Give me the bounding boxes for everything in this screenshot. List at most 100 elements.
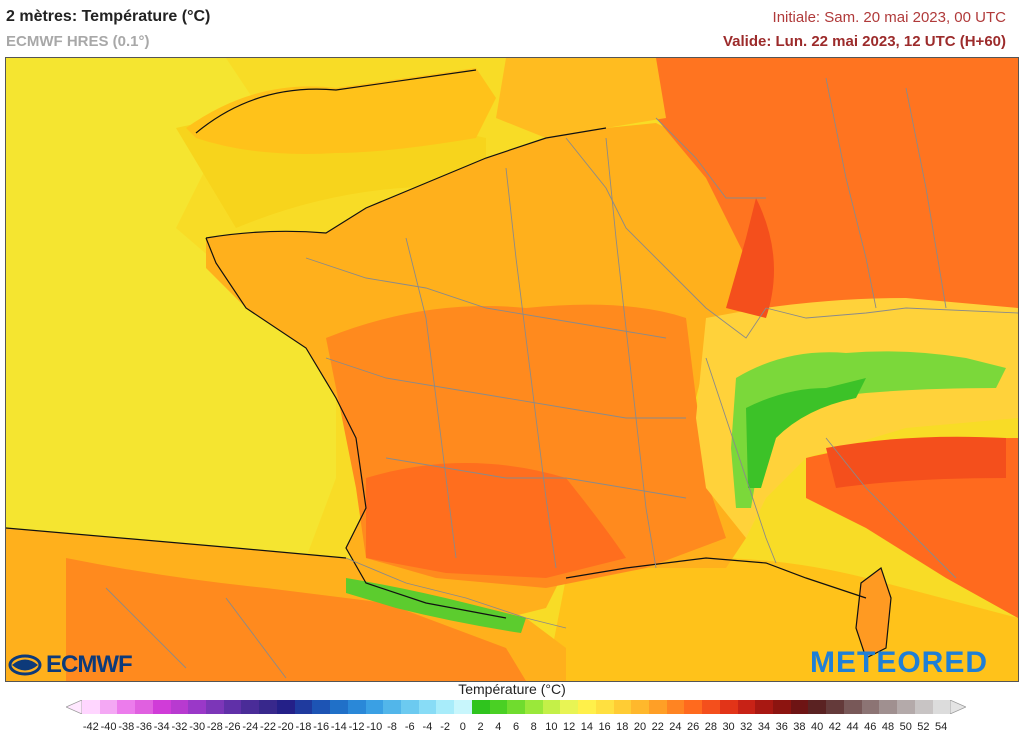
temperature-map[interactable] (5, 57, 1019, 682)
legend-tick-label: 14 (580, 721, 593, 733)
legend-tick-label: -28 (206, 721, 223, 733)
legend-color-cell (684, 700, 703, 714)
legend-arrow-right-icon (950, 700, 966, 714)
legend-tick-label: 8 (530, 721, 537, 733)
legend-tick-label: 20 (633, 721, 647, 733)
legend-color-cell (595, 700, 614, 714)
legend-tick-label: -4 (422, 721, 433, 733)
legend-color-cell (542, 700, 561, 714)
legend-title: Température (°C) (458, 681, 566, 697)
legend-color-cell (808, 700, 827, 714)
legend-tick-label: 12 (563, 721, 576, 733)
legend-tick-label: 22 (651, 721, 664, 733)
legend-tick-label: -2 (440, 721, 451, 733)
legend-tick-label: -30 (189, 721, 206, 733)
legend-color-cell (152, 700, 171, 714)
legend-tick-label: 50 (899, 721, 912, 733)
legend-tick-label: -42 (82, 721, 99, 733)
ecmwf-logo-text: ECMWF (46, 651, 133, 678)
legend-color-cell (737, 700, 756, 714)
legend-tick-label: 54 (935, 721, 948, 733)
legend-color-cell (879, 700, 898, 714)
legend-color-cell (755, 700, 774, 714)
legend-color-cell (188, 700, 207, 714)
legend-color-cell (702, 700, 720, 714)
legend-tick-label: 24 (669, 721, 682, 733)
legend-tick-label: 44 (846, 721, 859, 733)
legend-color-cell (312, 700, 331, 714)
legend-tick-label: -36 (136, 721, 152, 733)
ecmwf-logo: ECMWF (8, 651, 133, 679)
legend-tick-label: -12 (348, 721, 365, 733)
legend-tick-label: 10 (545, 721, 558, 733)
legend-color-cell (560, 700, 579, 714)
legend-color-cell (932, 700, 951, 714)
legend-tick-label: -18 (295, 721, 312, 733)
legend-color-cell (223, 700, 242, 714)
legend-color-cell (330, 700, 348, 714)
legend-tick-label: 0 (459, 721, 466, 733)
map-canvas (6, 58, 1018, 681)
legend-tick-label: 34 (757, 721, 771, 733)
ecmwf-swirl-icon (8, 654, 42, 676)
legend-color-cell (276, 700, 295, 714)
color-scale-bar (82, 700, 951, 714)
legend-color-cell (400, 700, 419, 714)
legend-color-cell (436, 700, 455, 714)
legend-color-cell (241, 700, 260, 714)
legend-color-cell (843, 700, 862, 714)
legend-tick-label: 18 (616, 721, 629, 733)
legend-color-cell (631, 700, 649, 714)
legend-tick-label: -32 (171, 721, 188, 733)
legend-tick-label: -38 (118, 721, 135, 733)
legend-color-cell (454, 700, 472, 714)
legend-tick-label: 52 (917, 721, 930, 733)
legend-color-cell (649, 700, 667, 714)
legend-color-cell (365, 700, 384, 714)
legend-color-cell (578, 700, 596, 714)
legend-color-cell (418, 700, 437, 714)
legend-color-cell (507, 700, 525, 714)
legend-tick-label: 16 (598, 721, 611, 733)
legend-tick-label: 46 (864, 721, 877, 733)
legend-color-cell (826, 700, 844, 714)
legend-color-cell (170, 700, 189, 714)
legend-color-cell (897, 700, 915, 714)
legend-tick-label: -34 (153, 721, 170, 733)
legend-color-cell (117, 700, 136, 714)
legend-color-cell (524, 700, 543, 714)
legend-color-cell (294, 700, 313, 714)
legend-tick-label: 48 (881, 721, 895, 733)
legend-tick-label: -8 (387, 721, 397, 733)
legend-tick-label: 30 (722, 721, 735, 733)
legend-color-cell (861, 700, 880, 714)
legend-color-cell (259, 700, 277, 714)
legend-color-cell (99, 700, 118, 714)
legend-color-cell (206, 700, 224, 714)
legend-tick-label: -22 (260, 721, 276, 733)
legend-tick-label: 42 (828, 721, 841, 733)
legend-tick-label: -20 (277, 721, 294, 733)
meteored-logo: METEORED (810, 646, 989, 679)
map-title: 2 mètres: Température (°C) (6, 8, 211, 25)
legend-tick-label: -26 (224, 721, 241, 733)
legend-tick-label: -6 (404, 721, 415, 733)
legend-tick-label: 4 (495, 721, 502, 733)
init-time: Initiale: Sam. 20 mai 2023, 00 UTC (772, 9, 1006, 26)
legend-tick-label: 2 (477, 721, 484, 733)
legend-tick-label: -10 (366, 721, 383, 733)
legend-color-cell (666, 700, 685, 714)
legend-color-cell (773, 700, 791, 714)
legend-tick-label: 36 (775, 721, 788, 733)
legend-color-cell (135, 700, 153, 714)
legend-color-cell (914, 700, 933, 714)
legend-arrow-left-icon (66, 700, 82, 714)
legend-color-cell (383, 700, 401, 714)
legend-tick-label: 38 (793, 721, 806, 733)
valid-time: Valide: Lun. 22 mai 2023, 12 UTC (H+60) (722, 33, 1006, 50)
legend-tick-label: -24 (242, 721, 259, 733)
legend-tick-label: 26 (687, 721, 700, 733)
legend-tick-label: -16 (313, 721, 330, 733)
legend-tick-label: -40 (100, 721, 117, 733)
legend-color-cell (471, 700, 490, 714)
